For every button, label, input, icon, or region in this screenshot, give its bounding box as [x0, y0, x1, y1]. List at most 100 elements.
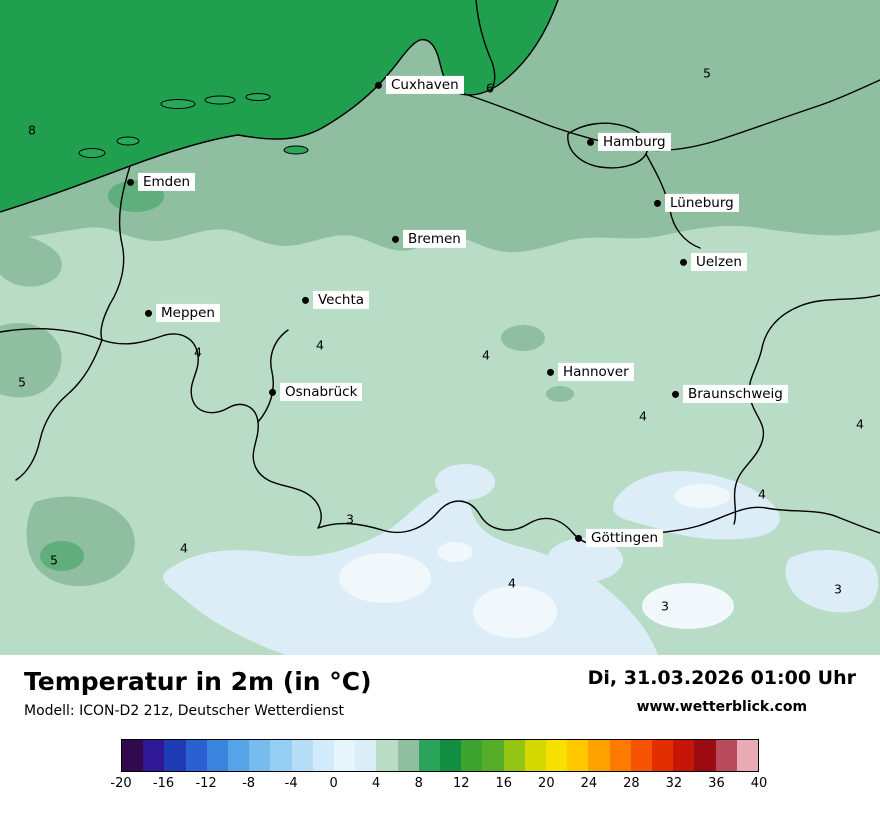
city-label: Braunschweig: [683, 384, 788, 404]
city-label: Osnabrück: [280, 382, 363, 402]
city-marker: Lüneburg: [654, 193, 739, 213]
temperature-value: 4: [194, 344, 202, 360]
temperature-value: 5: [703, 65, 711, 81]
city-dot: [392, 235, 399, 243]
legend-tick: 28: [623, 776, 640, 791]
temperature-value: 4: [316, 337, 324, 353]
legend-color-segment: [291, 740, 313, 771]
legend-color-segment: [418, 740, 441, 771]
temperature-value: 4: [508, 575, 516, 591]
legend-colorbar: [121, 739, 759, 772]
temperature-value: 5: [50, 552, 58, 568]
legend-tick: -4: [284, 776, 298, 791]
city-label: Emden: [138, 172, 196, 192]
city-label: Hamburg: [598, 132, 671, 152]
legend-tick: -12: [195, 776, 217, 791]
legend-tick: -16: [152, 776, 175, 791]
temperature-value: 8: [28, 122, 36, 138]
legend-color-segment: [503, 740, 525, 771]
city-label: Uelzen: [691, 252, 747, 272]
temperature-value: 6: [486, 80, 494, 96]
city-label: Göttingen: [586, 528, 664, 548]
temperature-map: 8 6 5 5 4 4 4 4 4 3 4 5 4 4 3 3 Cuxhaven Hamburg Emden Lün…: [0, 0, 880, 655]
temperature-value: 3: [834, 581, 842, 597]
legend-color-segment: [334, 740, 356, 771]
legend-color-segment: [673, 740, 695, 771]
city-marker: Vechta: [302, 290, 370, 310]
legend-color-segment: [482, 740, 504, 771]
footer-right: Di, 31.03.2026 01:00 Uhr www.wetterblick…: [588, 667, 856, 715]
legend-tick: 16: [495, 776, 513, 791]
temperature-value: 3: [661, 598, 669, 614]
legend-color-segment: [630, 740, 653, 771]
legend-color-segment: [588, 740, 610, 771]
region-warm-sea: [0, 0, 558, 212]
city-dot: [127, 178, 134, 186]
temperature-value: 4: [856, 416, 864, 432]
legend-tick: 0: [329, 776, 338, 791]
legend-color-segment: [652, 740, 674, 771]
city-dot: [672, 390, 679, 398]
legend-color-segment: [164, 740, 186, 771]
temperature-legend: -20 -16 -12 -8 -4 0 4 8 12 16 20 24 28 32 36 40: [110, 739, 767, 794]
city-dot: [269, 388, 276, 396]
city-marker: Bremen: [392, 229, 466, 249]
legend-color-segment: [567, 740, 589, 771]
city-marker: Göttingen: [575, 528, 664, 548]
city-dot: [654, 199, 661, 207]
legend-tick-labels: -20 -16 -12 -8 -4 0 4 8 12 16 20 24 28 32 36 40: [110, 776, 767, 794]
legend-color-segment: [397, 740, 419, 771]
city-label: Lüneburg: [665, 193, 739, 213]
temperature-value: 4: [482, 347, 490, 363]
temperature-value: 4: [639, 408, 647, 424]
legend-tick: 36: [708, 776, 725, 791]
legend-tick: 4: [372, 776, 381, 791]
city-marker: Cuxhaven: [375, 75, 464, 95]
legend-tick: 32: [665, 776, 683, 791]
legend-color-segment: [355, 740, 377, 771]
city-dot: [575, 534, 582, 542]
legend-color-segment: [440, 740, 462, 771]
legend-color-segment: [270, 740, 292, 771]
region-coldest-spots: [339, 484, 734, 638]
city-marker: Meppen: [145, 303, 220, 323]
city-label: Meppen: [156, 303, 220, 323]
legend-color-segment: [376, 740, 398, 771]
legend-color-segment: [694, 740, 716, 771]
city-label: Bremen: [403, 229, 466, 249]
legend-color-segment: [228, 740, 250, 771]
city-marker: Hannover: [547, 362, 634, 382]
legend-color-segment: [143, 740, 165, 771]
legend-color-segment: [249, 740, 271, 771]
city-dot: [680, 258, 687, 266]
city-marker: Hamburg: [587, 132, 671, 152]
city-dot: [145, 309, 152, 317]
temperature-value: 4: [758, 486, 766, 502]
city-dot: [547, 368, 554, 376]
temperature-value: 4: [180, 540, 188, 556]
map-title: Temperatur in 2m (in °C): [24, 667, 372, 696]
legend-tick: 8: [414, 776, 423, 791]
city-label: Vechta: [313, 290, 370, 310]
footer-header: Temperatur in 2m (in °C) Modell: ICON-D2…: [24, 667, 856, 719]
temperature-value: 3: [346, 511, 354, 527]
city-marker: Braunschweig: [672, 384, 788, 404]
website-url: www.wetterblick.com: [636, 699, 808, 715]
city-dot: [587, 138, 594, 146]
city-marker: Uelzen: [680, 252, 747, 272]
legend-color-segment: [736, 740, 759, 771]
legend-tick: -20: [110, 776, 132, 791]
legend-color-segment: [715, 740, 737, 771]
legend-tick: 20: [538, 776, 555, 791]
city-marker: Emden: [127, 172, 196, 192]
map-canvas: [0, 0, 880, 655]
legend-color-segment: [609, 740, 631, 771]
city-label: Cuxhaven: [386, 75, 464, 95]
city-dot: [302, 296, 309, 304]
city-label: Hannover: [558, 362, 634, 382]
city-marker: Osnabrück: [269, 382, 363, 402]
legend-color-segment: [461, 740, 483, 771]
region-sage-core: [40, 541, 84, 571]
legend-color-segment: [206, 740, 229, 771]
